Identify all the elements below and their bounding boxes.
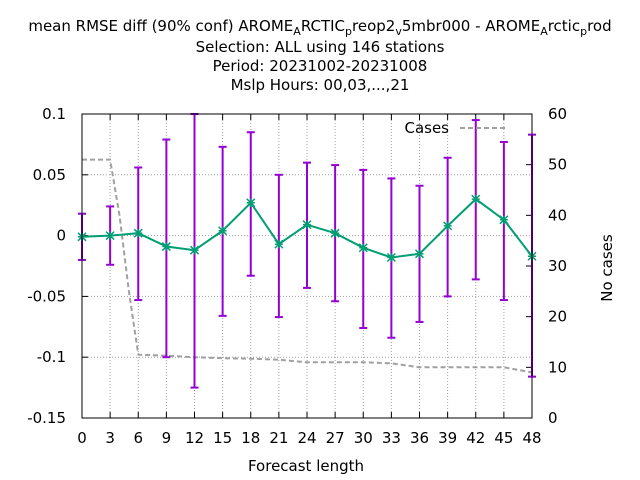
x-tick-label: 45 (494, 429, 513, 447)
cases-series (82, 158, 533, 374)
x-tick-label: 18 (241, 429, 260, 447)
y2-tick-label: 30 (548, 257, 567, 275)
x-tick-label: 3 (105, 429, 115, 447)
cases-line (82, 158, 533, 374)
data-point (471, 194, 481, 204)
data-point-stroke (302, 220, 312, 230)
y2-tick-label: 10 (548, 358, 567, 376)
y2-tick-label: 50 (548, 156, 567, 174)
y-tick-label: 0 (56, 227, 66, 245)
data-point-stroke (189, 245, 200, 255)
data-point-stroke (471, 194, 481, 204)
legend: Cases (404, 119, 506, 137)
x-tick-label: 36 (410, 429, 429, 447)
mean-series (77, 194, 537, 263)
x-tick-label: 24 (297, 429, 316, 447)
plot-frame (81, 113, 533, 419)
data-point-stroke (246, 198, 256, 208)
y2-tick-label: 40 (548, 206, 567, 224)
data-point-stroke (274, 239, 284, 249)
data-point (218, 226, 228, 236)
data-point (161, 242, 171, 252)
data-point-stroke (161, 242, 171, 252)
y2-tick-label: 60 (548, 105, 567, 123)
chart-title-line-3: Period: 20231002-20231008 (212, 57, 428, 75)
y-tick-label: -0.1 (37, 348, 66, 366)
y2-axis-label: No cases (598, 234, 616, 302)
data-point-stroke (330, 228, 340, 238)
error-bars (78, 113, 536, 389)
data-point (443, 221, 453, 231)
chart-title-line-1: mean RMSE diff (90% conf) AROMEARCTICpre… (28, 17, 612, 38)
y-axis-ticks: 0.1 0.05 0 -0.05 -0.1 -0.15 (27, 105, 88, 427)
y-tick-label: 0.1 (42, 105, 66, 123)
x-axis-ticks: 0 3 6 9 12 15 18 21 24 27 30 33 36 39 42 45 48 (77, 114, 542, 447)
data-point-stroke (358, 243, 368, 253)
legend-label-cases: Cases (404, 119, 449, 137)
data-point (414, 249, 425, 259)
y-tick-label: 0.05 (33, 166, 66, 184)
data-point (358, 243, 368, 253)
y2-tick-label: 0 (548, 409, 558, 427)
data-point-stroke (105, 231, 115, 241)
x-tick-label: 39 (438, 429, 457, 447)
y-tick-label: -0.05 (27, 287, 66, 305)
x-tick-label: 27 (326, 429, 345, 447)
y2-tick-label: 20 (548, 308, 567, 326)
x-tick-label: 42 (466, 429, 485, 447)
x-tick-label: 21 (269, 429, 288, 447)
data-point (246, 198, 256, 208)
data-point (499, 215, 509, 225)
chart-title-line-4: Mslp Hours: 00,03,...,21 (230, 76, 410, 94)
data-point (274, 239, 284, 249)
data-point (133, 228, 143, 238)
data-point (302, 220, 312, 230)
y-tick-label: -0.15 (27, 409, 66, 427)
x-tick-label: 15 (213, 429, 232, 447)
x-tick-label: 33 (382, 429, 401, 447)
x-tick-label: 30 (354, 429, 373, 447)
data-point-stroke (133, 228, 143, 238)
chart-title-line-2: Selection: ALL using 146 stations (195, 38, 445, 56)
data-point (330, 228, 340, 238)
data-point-stroke (443, 221, 453, 231)
x-tick-label: 12 (185, 429, 204, 447)
data-point-stroke (499, 215, 509, 225)
x-tick-label: 9 (162, 429, 172, 447)
x-tick-label: 48 (522, 429, 541, 447)
data-point-stroke (414, 249, 425, 259)
y2-axis-ticks: 60 50 40 30 20 10 0 (526, 105, 567, 427)
x-tick-label: 0 (77, 429, 87, 447)
data-point (189, 245, 200, 255)
data-point-stroke (386, 252, 396, 263)
data-point (386, 252, 396, 263)
x-tick-label: 6 (133, 429, 143, 447)
data-point (105, 231, 115, 241)
data-point-stroke (218, 226, 228, 236)
x-axis-label: Forecast length (248, 457, 364, 475)
